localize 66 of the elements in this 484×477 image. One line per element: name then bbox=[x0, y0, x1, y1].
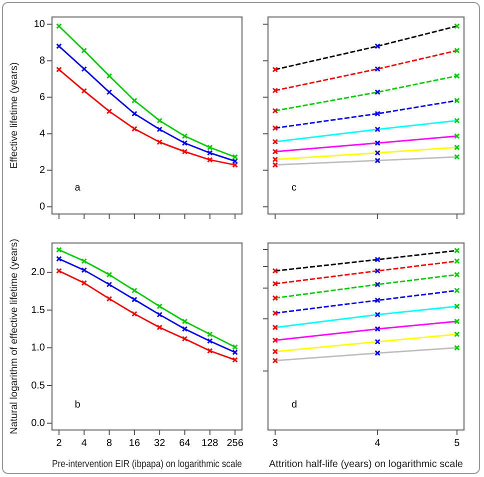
x-tick-label: 3 bbox=[272, 438, 278, 449]
x-tick-label: 2 bbox=[56, 438, 62, 449]
y-axis-title: Natural logarithm of effective lifetime (years) bbox=[8, 238, 20, 434]
point bbox=[182, 148, 188, 154]
x-tick-label: 16 bbox=[128, 438, 140, 449]
point bbox=[156, 312, 162, 318]
point bbox=[106, 89, 112, 96]
point bbox=[132, 110, 138, 117]
y-tick-label: 2.0 bbox=[31, 267, 46, 278]
point bbox=[207, 338, 213, 344]
point bbox=[81, 66, 88, 72]
point bbox=[182, 326, 188, 332]
point bbox=[207, 331, 213, 338]
x-axis-title: Attrition half-life (years) on logarithmic scale bbox=[269, 458, 464, 470]
x-tick-label: 4 bbox=[81, 438, 88, 449]
y-tick-label: 0.0 bbox=[31, 418, 46, 429]
x-tick-label: 32 bbox=[154, 438, 166, 449]
y-tick-label: 10 bbox=[34, 19, 46, 30]
y-tick-label: 8 bbox=[39, 56, 46, 67]
point bbox=[81, 88, 88, 94]
x-axis-title: Pre-intervention EIR (ibpapa) on logarithmic scale bbox=[52, 458, 242, 469]
y-tick-label: 1.0 bbox=[31, 342, 46, 354]
annotation: a bbox=[74, 182, 81, 194]
point bbox=[182, 133, 188, 139]
point bbox=[81, 258, 88, 264]
point bbox=[156, 126, 162, 132]
y-tick-label: 0 bbox=[39, 201, 46, 212]
x-tick-label: 8 bbox=[106, 438, 113, 449]
point bbox=[81, 267, 88, 274]
point bbox=[132, 288, 138, 294]
point bbox=[207, 156, 213, 163]
point bbox=[132, 98, 138, 104]
point bbox=[106, 108, 112, 114]
x-tick-label: 64 bbox=[179, 438, 191, 449]
y-axis-title: Effective lifetime (years) bbox=[8, 62, 20, 169]
point bbox=[106, 272, 112, 278]
point bbox=[106, 296, 112, 302]
x-tick-label: 5 bbox=[454, 438, 460, 449]
annotation: d bbox=[292, 400, 298, 411]
y-tick-label: 4 bbox=[39, 128, 46, 140]
point bbox=[182, 336, 188, 342]
point bbox=[156, 324, 162, 330]
point bbox=[156, 139, 162, 146]
annotation: b bbox=[74, 400, 81, 411]
point bbox=[182, 140, 188, 146]
x-tick-label: 128 bbox=[202, 438, 219, 449]
point bbox=[132, 296, 138, 302]
point bbox=[207, 150, 213, 156]
point bbox=[207, 348, 213, 354]
y-tick-label: 2 bbox=[39, 164, 46, 176]
y-tick-label: 6 bbox=[39, 92, 46, 104]
point bbox=[156, 303, 162, 310]
point bbox=[132, 311, 138, 317]
point bbox=[156, 118, 162, 124]
point bbox=[207, 144, 213, 150]
point bbox=[81, 48, 88, 54]
y-tick-label: 1.5 bbox=[31, 304, 46, 316]
point bbox=[81, 280, 88, 286]
annotation: c bbox=[292, 182, 297, 194]
point bbox=[106, 73, 112, 79]
y-tick-label: 0.5 bbox=[31, 380, 46, 392]
x-tick-label: 256 bbox=[226, 438, 244, 449]
x-tick-label: 4 bbox=[374, 438, 381, 449]
point bbox=[132, 126, 138, 132]
point bbox=[106, 282, 112, 288]
point bbox=[182, 318, 188, 324]
